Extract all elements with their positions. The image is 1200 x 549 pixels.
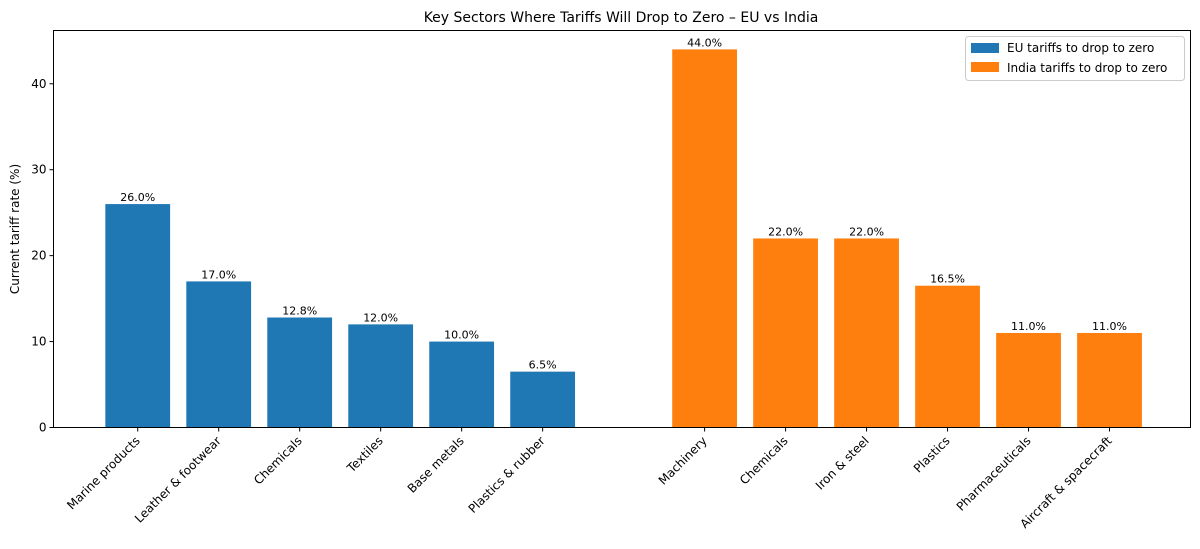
y-axis: 0 10 20 30 40 xyxy=(31,77,54,435)
x-tick-label: Iron & steel xyxy=(813,434,872,493)
bar-value-label: 16.5% xyxy=(930,273,965,286)
x-tick-label: Base metals xyxy=(405,434,467,496)
legend-swatch-india xyxy=(971,62,999,72)
y-tick-label: 0 xyxy=(39,421,47,435)
bar-eu-4 xyxy=(429,341,495,428)
bar-value-label: 10.0% xyxy=(444,329,479,342)
legend-swatch-eu xyxy=(971,43,999,53)
bar-value-label: 12.0% xyxy=(363,311,398,324)
y-tick-label: 10 xyxy=(31,335,46,349)
legend-box xyxy=(965,36,1185,81)
x-tick-label: Textiles xyxy=(344,434,386,476)
bar-value-label: 12.8% xyxy=(282,305,317,318)
bar-eu-1 xyxy=(186,281,252,428)
x-tick-label: Leather & footwear xyxy=(132,434,224,526)
x-tick-label: Plastics xyxy=(911,434,953,476)
x-tick-label: Chemicals xyxy=(251,434,305,488)
bar-india-2 xyxy=(834,238,899,428)
plot-frame xyxy=(53,30,1191,428)
bar-value-label: 22.0% xyxy=(768,225,803,238)
chart-title: Key Sectors Where Tariffs Will Drop to Z… xyxy=(424,10,819,26)
legend-label-eu: EU tariffs to drop to zero xyxy=(1007,41,1154,55)
bar-india-0 xyxy=(672,49,737,428)
bar-india-1 xyxy=(753,238,818,428)
bar-eu-2 xyxy=(267,317,333,428)
bar-eu-0 xyxy=(105,204,171,428)
y-tick-label: 40 xyxy=(31,77,46,91)
legend-label-india: India tariffs to drop to zero xyxy=(1007,61,1167,75)
x-tick-label: Marine products xyxy=(64,434,143,513)
bar-value-label: 11.0% xyxy=(1011,320,1046,333)
bar-value-label: 44.0% xyxy=(687,36,722,49)
bar-india-4 xyxy=(996,332,1061,428)
bar-value-label: 17.0% xyxy=(201,268,236,281)
bar-india-5 xyxy=(1077,332,1142,428)
y-tick-label: 30 xyxy=(31,163,46,177)
bar-value-label: 22.0% xyxy=(849,225,884,238)
x-tick-label: Plastics & rubber xyxy=(466,434,548,516)
bars-group xyxy=(105,49,1142,428)
x-tick-label: Chemicals xyxy=(737,434,791,488)
y-axis-label: Current tariff rate (%) xyxy=(8,164,22,294)
bar-value-label: 6.5% xyxy=(529,359,557,372)
bar-india-3 xyxy=(915,285,980,428)
x-tick-label: Pharmaceuticals xyxy=(954,434,1034,514)
bar-value-label: 11.0% xyxy=(1092,320,1127,333)
bar-eu-3 xyxy=(348,324,414,428)
bar-value-label: 26.0% xyxy=(120,191,155,204)
x-tick-label: Machinery xyxy=(656,434,710,488)
y-tick-label: 20 xyxy=(31,249,46,263)
legend: EU tariffs to drop to zero India tariffs… xyxy=(965,36,1185,81)
x-tick-label: Aircraft & spacecraft xyxy=(1017,434,1115,532)
bar-eu-5 xyxy=(510,371,576,428)
bar-labels-group: 26.0% 17.0% 12.8% 12.0% 10.0% 6.5% 44.0% 22.0% 2… xyxy=(120,36,1127,371)
